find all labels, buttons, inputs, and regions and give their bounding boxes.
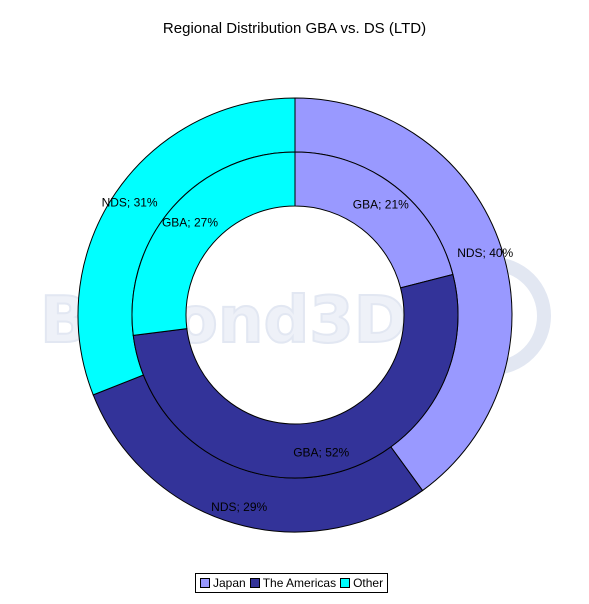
outer-ring-label-americas: NDS; 29% xyxy=(211,500,267,514)
chart-title: Regional Distribution GBA vs. DS (LTD) xyxy=(162,20,427,37)
legend-swatch-other xyxy=(340,578,351,588)
inner-ring-label-other: GBA; 27% xyxy=(162,215,218,229)
outer-ring-label-japan: NDS; 40% xyxy=(457,246,513,260)
chart-slices xyxy=(77,97,513,533)
legend-item-other: Other xyxy=(340,576,383,590)
inner-ring-label-japan: GBA; 21% xyxy=(353,197,409,211)
chart-legend: Japan The Americas Other xyxy=(195,573,389,593)
doughnut-chart: Beyond3D NDS; 40%NDS; 29%NDS; 31% GBA; 21… xyxy=(39,97,551,533)
legend-label-japan: Japan xyxy=(213,576,246,590)
inner-ring-label-americas: GBA; 52% xyxy=(293,446,349,460)
inner-ring-slice-americas xyxy=(132,273,459,479)
legend-label-other: Other xyxy=(353,576,384,590)
legend-swatch-americas xyxy=(249,578,260,588)
outer-ring-label-other: NDS; 31% xyxy=(102,196,158,210)
legend-swatch-japan xyxy=(200,578,210,588)
chart-labels: NDS; 40% NDS; 29% NDS; 31% GBA; 21% GBA; 52%… xyxy=(102,196,514,514)
legend-label-americas: The Americas xyxy=(262,576,337,590)
inner-ring-slice-other xyxy=(131,151,296,336)
legend-item-americas: The Americas xyxy=(249,576,337,590)
legend-item-japan: Japan xyxy=(200,576,246,590)
